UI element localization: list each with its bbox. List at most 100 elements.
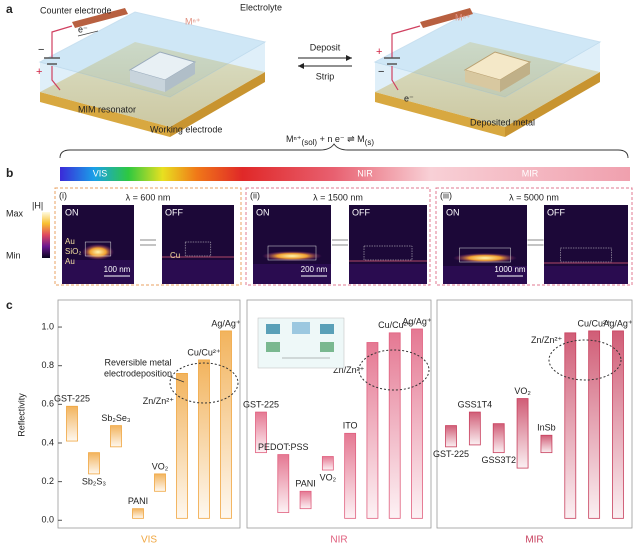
- y-tick-label: 1.0: [41, 321, 54, 331]
- bar: [220, 330, 232, 519]
- bar-label: GSS1T4: [458, 399, 493, 409]
- bar: [388, 332, 401, 519]
- counter-electrode: [420, 8, 473, 28]
- bar: [612, 330, 624, 519]
- bar: [540, 434, 553, 454]
- panel-a: a Counter electrode Electrolyte e⁻ + − M…: [6, 2, 629, 159]
- wire: [391, 25, 421, 91]
- mim-side: [465, 70, 500, 92]
- scale-label: 1000 nm: [494, 265, 525, 274]
- label: +: [376, 46, 382, 58]
- substrate: [162, 260, 234, 284]
- eq-part: + n e⁻ ⇌ M: [317, 134, 365, 144]
- mim-side: [165, 62, 195, 92]
- hotspot: [453, 253, 517, 263]
- bar: [445, 425, 457, 448]
- bar-label: Zn/Zn²⁺: [531, 335, 563, 345]
- panel-label: a: [6, 2, 13, 16]
- layer-label: Au: [65, 237, 75, 246]
- electrolyte-side: [375, 42, 600, 127]
- label: Mⁿ⁺: [185, 16, 201, 26]
- bar: [468, 411, 481, 446]
- bar: [66, 405, 78, 442]
- state-label: ON: [65, 207, 79, 217]
- substrate: [62, 260, 134, 284]
- label: Electrolyte: [240, 2, 282, 12]
- inset-block: [266, 324, 280, 334]
- structure: [363, 245, 413, 261]
- label: Strip: [316, 71, 335, 81]
- label: Working electrode: [150, 124, 222, 134]
- bar-label: Ag/Ag⁺: [603, 318, 633, 328]
- wavelength: λ = 5000 nm: [509, 192, 559, 202]
- right-cell: [373, 8, 602, 137]
- bar: [588, 330, 601, 519]
- chart: VIS 0.0 0.2 0.4 0.6 0.8 1.0 Reflectivity GST-225…: [16, 299, 633, 546]
- left-cell: [38, 8, 267, 137]
- gold-side: [170, 72, 265, 137]
- structure: [184, 241, 212, 257]
- panel-label: b: [6, 166, 13, 180]
- gold-side: [505, 72, 600, 137]
- bar: [564, 332, 577, 519]
- wavelength: λ = 600 nm: [126, 192, 171, 202]
- y-axis-label: Reflectivity: [16, 393, 26, 437]
- bar-label: Zn/Zn²⁺: [143, 396, 175, 406]
- label: Deposited metal: [470, 117, 535, 127]
- map-frame: [435, 187, 633, 286]
- bar-label: Cu/Cu²⁺: [578, 318, 612, 328]
- substrate: [253, 264, 331, 284]
- label: Mⁿ⁺: [455, 12, 471, 22]
- layer-label: SiO₂: [65, 247, 81, 256]
- hotspot: [262, 251, 322, 261]
- bar: [516, 398, 529, 469]
- eq-part: Mⁿ⁺: [286, 134, 302, 144]
- chart-panel: [57, 299, 241, 529]
- annotation: electrodeposition: [104, 368, 172, 378]
- y-tick-label: 0.6: [41, 399, 54, 409]
- bar: [255, 411, 267, 454]
- chart-panel: [246, 299, 432, 529]
- bar-label: Cu/Cu²⁺: [187, 347, 221, 357]
- bar: [411, 328, 423, 519]
- map-index: (i): [59, 190, 67, 200]
- state-label: ON: [446, 207, 460, 217]
- panel-label: c: [6, 298, 13, 312]
- substrate: [544, 266, 628, 284]
- bar: [110, 425, 122, 448]
- scale-label: 200 nm: [301, 265, 328, 274]
- structure: [267, 245, 317, 261]
- bar: [366, 342, 379, 519]
- inset-block: [292, 322, 310, 334]
- bar-label: PANI: [295, 479, 315, 489]
- x-axis-label: VIS: [141, 535, 157, 546]
- structure: [560, 247, 612, 263]
- bar-label: VO₂: [514, 386, 531, 396]
- hotspot: [82, 244, 114, 260]
- label: −: [378, 66, 384, 78]
- map-frame: [54, 187, 242, 286]
- x-axis-label: NIR: [330, 535, 347, 546]
- bar-label: Sb₂Se₃: [101, 413, 131, 423]
- label: +: [36, 66, 42, 78]
- bar-label: GST-225: [433, 449, 469, 459]
- spectrum-bar: [60, 167, 630, 181]
- equation: Mⁿ⁺(sol) + n e⁻ ⇌ M(s): [286, 134, 374, 147]
- electrolyte-side: [40, 42, 265, 127]
- bar: [321, 456, 334, 471]
- spectrum-label: NIR: [357, 168, 373, 178]
- map-index: (ii): [250, 190, 260, 200]
- colorbar-title: |H|: [32, 200, 43, 210]
- bar-label: PEDOT:PSS: [258, 442, 309, 452]
- y-tick-label: 0.2: [41, 476, 54, 486]
- chart-panel: [436, 299, 633, 529]
- inset-block: [320, 342, 334, 352]
- bar-label: VO₂: [320, 472, 337, 482]
- label: Counter electrode: [40, 5, 112, 15]
- gold-side: [375, 92, 505, 137]
- colorbar-min: Min: [6, 250, 21, 260]
- x-axis-label: MIR: [525, 535, 543, 546]
- panel-c: c VIS 0.0 0.2 0.4 0.6 0.8 1.0 Reflectivity GST-2…: [6, 298, 633, 545]
- spectrum-label: MIR: [522, 168, 539, 178]
